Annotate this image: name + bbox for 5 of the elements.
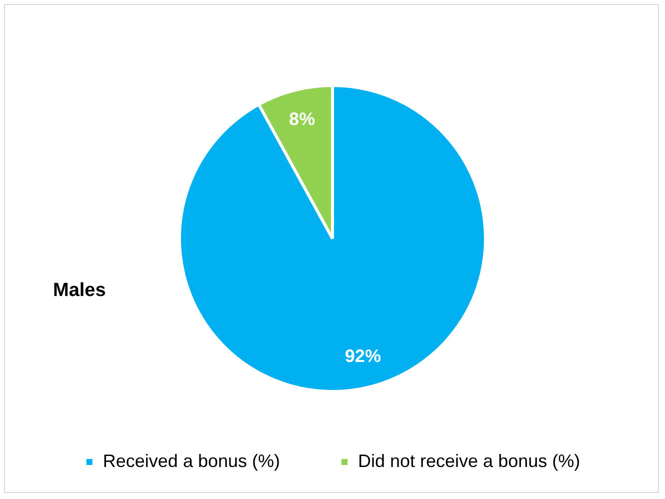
legend-label: Received a bonus (%) [102, 450, 280, 471]
text: Males [53, 280, 106, 302]
legend-label: Did not receive a bonus (%) [358, 450, 580, 471]
data-label: 8% [289, 108, 316, 129]
data-label: 92% [344, 346, 381, 366]
